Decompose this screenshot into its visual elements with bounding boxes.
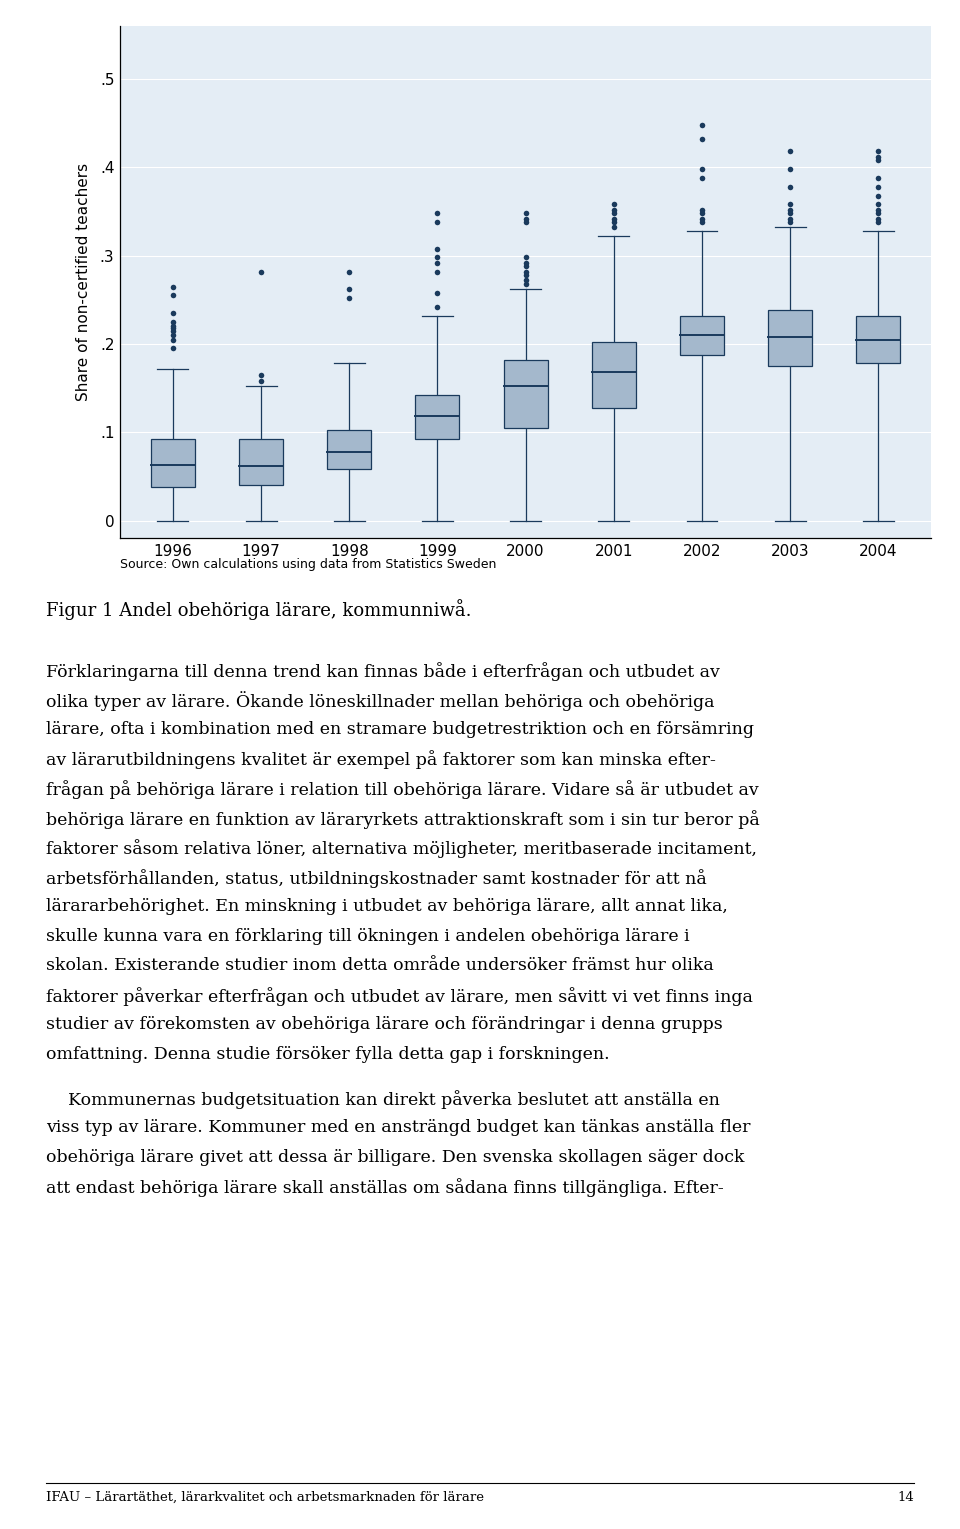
FancyBboxPatch shape: [504, 359, 547, 428]
Text: Förklaringarna till denna trend kan finnas både i efterfrågan och utbudet av: Förklaringarna till denna trend kan finn…: [46, 662, 720, 680]
FancyBboxPatch shape: [768, 310, 812, 365]
Text: 14: 14: [898, 1491, 914, 1505]
Text: faktorer såsom relativa löner, alternativa möjligheter, meritbaserade incitament: faktorer såsom relativa löner, alternati…: [46, 839, 757, 858]
Text: Kommunernas budgetsituation kan direkt påverka beslutet att anställa en: Kommunernas budgetsituation kan direkt p…: [46, 1090, 720, 1109]
Text: att endast behöriga lärare skall anställas om sådana finns tillgängliga. Efter-: att endast behöriga lärare skall anställ…: [46, 1179, 724, 1197]
Text: skulle kunna vara en förklaring till ökningen i andelen obehöriga lärare i: skulle kunna vara en förklaring till ökn…: [46, 928, 689, 945]
Text: av lärarutbildningens kvalitet är exempel på faktorer som kan minska efter-: av lärarutbildningens kvalitet är exempe…: [46, 751, 716, 769]
FancyBboxPatch shape: [416, 394, 460, 439]
Text: olika typer av lärare. Ökande löneskillnader mellan behöriga och obehöriga: olika typer av lärare. Ökande löneskilln…: [46, 691, 714, 711]
Text: omfattning. Denna studie försöker fylla detta gap i forskningen.: omfattning. Denna studie försöker fylla …: [46, 1046, 610, 1063]
Text: obehöriga lärare givet att dessa är billigare. Den svenska skollagen säger dock: obehöriga lärare givet att dessa är bill…: [46, 1148, 745, 1167]
Text: lärare, ofta i kombination med en stramare budgetrestriktion och en försämring: lärare, ofta i kombination med en strama…: [46, 722, 755, 739]
Text: faktorer påverkar efterfrågan och utbudet av lärare, men såvitt vi vet finns ing: faktorer påverkar efterfrågan och utbude…: [46, 986, 753, 1006]
Text: behöriga lärare en funktion av läraryrkets attraktionskraft som i sin tur beror : behöriga lärare en funktion av läraryrke…: [46, 810, 759, 829]
FancyBboxPatch shape: [327, 431, 372, 469]
Text: Source: Own calculations using data from Statistics Sweden: Source: Own calculations using data from…: [120, 558, 496, 572]
FancyBboxPatch shape: [239, 439, 283, 485]
FancyBboxPatch shape: [856, 315, 900, 364]
Text: skolan. Existerande studier inom detta område undersöker främst hur olika: skolan. Existerande studier inom detta o…: [46, 957, 714, 974]
Text: viss typ av lärare. Kommuner med en ansträngd budget kan tänkas anställa fler: viss typ av lärare. Kommuner med en anst…: [46, 1119, 751, 1136]
Text: Figur 1 Andel obehöriga lärare, kommunniwå.: Figur 1 Andel obehöriga lärare, kommunni…: [46, 599, 471, 621]
FancyBboxPatch shape: [591, 342, 636, 408]
Text: lärararbehörighet. En minskning i utbudet av behöriga lärare, allt annat lika,: lärararbehörighet. En minskning i utbude…: [46, 898, 728, 916]
FancyBboxPatch shape: [151, 439, 195, 486]
Text: IFAU – Lärartäthet, lärarkvalitet och arbetsmarknaden för lärare: IFAU – Lärartäthet, lärarkvalitet och ar…: [46, 1491, 484, 1505]
Y-axis label: Share of non-certified teachers: Share of non-certified teachers: [77, 164, 91, 401]
Text: arbetsförhållanden, status, utbildningskostnader samt kostnader för att nå: arbetsförhållanden, status, utbildningsk…: [46, 868, 707, 887]
FancyBboxPatch shape: [680, 315, 724, 355]
Text: studier av förekomsten av obehöriga lärare och förändringar i denna grupps: studier av förekomsten av obehöriga lära…: [46, 1017, 723, 1034]
Text: frågan på behöriga lärare i relation till obehöriga lärare. Vidare så är utbudet: frågan på behöriga lärare i relation til…: [46, 780, 758, 800]
